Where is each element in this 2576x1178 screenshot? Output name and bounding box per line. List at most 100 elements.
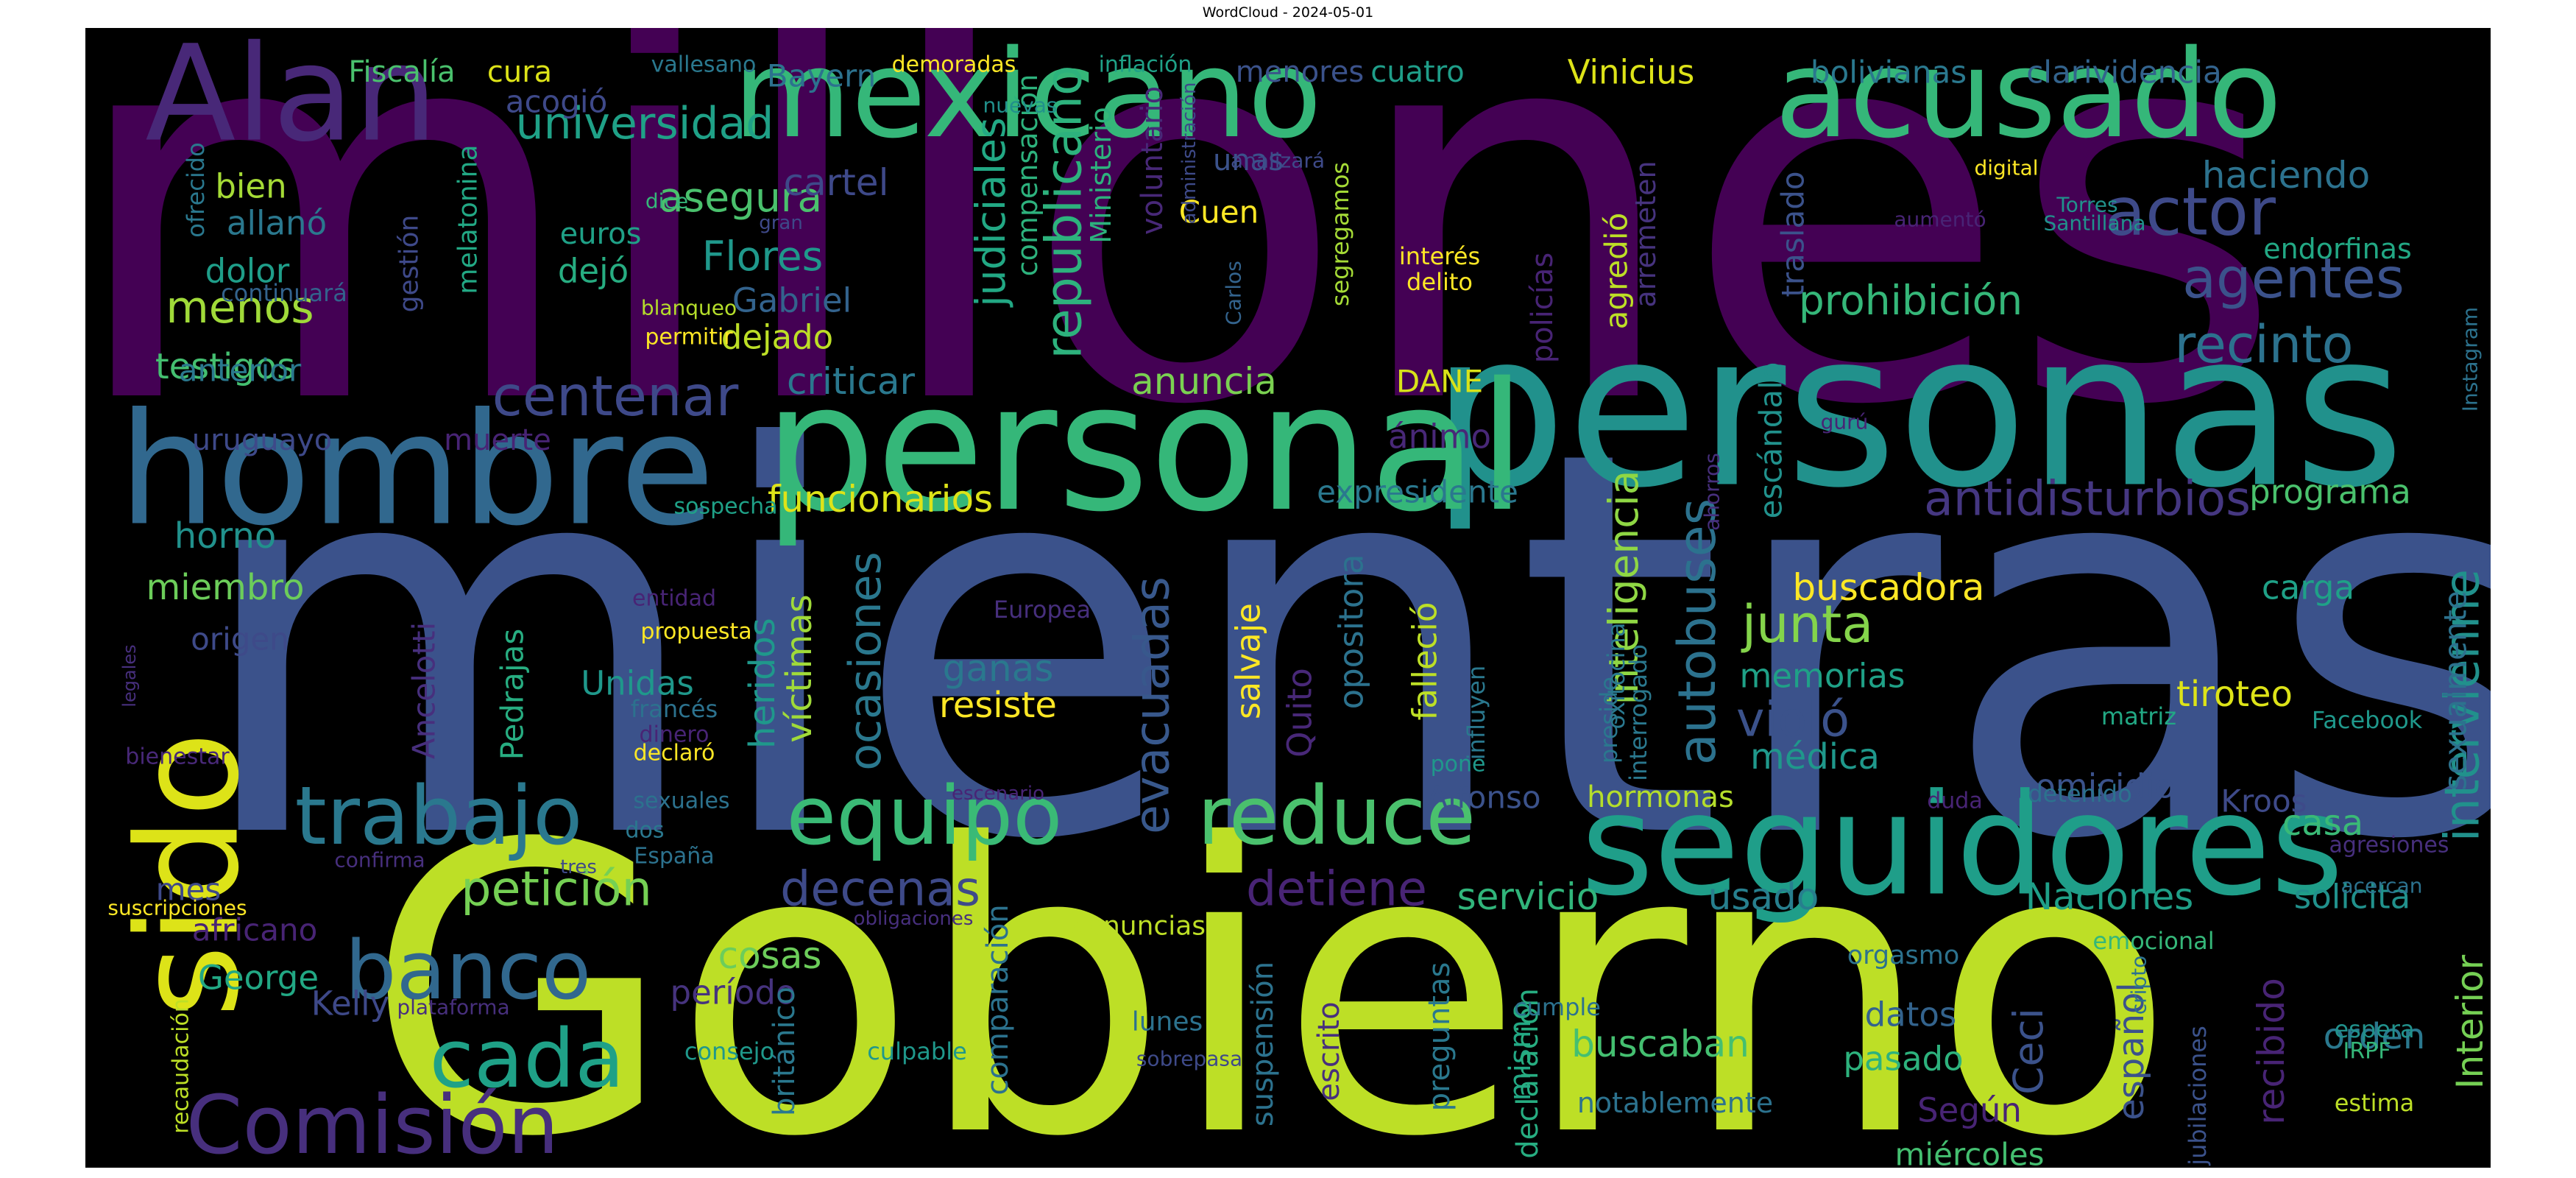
word-81: acogió	[506, 84, 608, 120]
word-137: mismo	[1504, 1002, 1538, 1101]
word-12: equipo	[787, 769, 1063, 863]
word-68: recibido	[2250, 978, 2293, 1125]
word-159: declaró	[634, 741, 715, 766]
word-42: expresidente	[1317, 474, 1518, 510]
word-197: plataforma	[397, 995, 509, 1020]
word-93: origen	[191, 621, 289, 657]
word-125: Ministerio	[1085, 107, 1117, 244]
word-141: IRPF	[2343, 1039, 2391, 1065]
word-25: decenas	[780, 862, 980, 917]
word-175: Carlos	[1222, 261, 1246, 325]
word-158: dinero	[640, 722, 710, 748]
word-138: declaración	[1511, 988, 1545, 1159]
word-193: tres	[560, 856, 597, 878]
word-33: evacuadas	[1125, 576, 1181, 834]
word-55: homicidio	[2014, 767, 2175, 806]
word-154: permitir	[645, 325, 733, 350]
word-86: cuatro	[1370, 55, 1465, 89]
word-83: cura	[487, 55, 552, 89]
word-75: dolor	[205, 252, 290, 291]
word-198: sobrepasa	[1136, 1047, 1242, 1071]
word-6: mexicano	[733, 28, 1322, 165]
word-185: demoradas	[892, 52, 1016, 78]
word-112: policías	[1526, 253, 1560, 364]
word-40: criticar	[787, 360, 916, 403]
word-57: memorias	[1740, 657, 1906, 696]
word-143: estima	[2335, 1089, 2415, 1117]
word-151: continuará	[221, 279, 347, 307]
word-18: agentes	[2182, 246, 2405, 311]
word-161: dice	[645, 189, 688, 214]
word-116: endorfinas	[2263, 233, 2412, 265]
word-17: actor	[2105, 174, 2276, 251]
word-199: legales	[119, 644, 140, 707]
word-16: cada	[429, 1012, 624, 1106]
word-67: pasado	[1843, 1040, 1963, 1079]
word-100: falleció	[1406, 602, 1445, 721]
word-174: segregamos	[1326, 162, 1354, 306]
word-182: gurú	[1821, 410, 1869, 434]
word-121: Instagram	[2458, 307, 2483, 412]
word-76: bien	[215, 167, 286, 206]
word-54: resiste	[939, 685, 1057, 726]
word-45: usado	[1708, 875, 1819, 918]
word-103: Kroos	[2221, 783, 2307, 819]
word-189: sexuales	[633, 789, 729, 814]
word-117: escándalo	[1753, 362, 1789, 519]
word-173: cripto	[2127, 956, 2151, 1015]
word-97: salvaje	[1229, 603, 1268, 719]
word-144: emocional	[2092, 927, 2214, 955]
word-27: republicano	[1036, 65, 1094, 359]
word-87: Vinicius	[1568, 53, 1695, 92]
word-26: detiene	[1246, 862, 1427, 917]
word-107: africano	[192, 912, 318, 948]
word-43: servicio	[1457, 875, 1599, 918]
word-162: Europea	[994, 596, 1091, 624]
word-139: notablemente	[1577, 1087, 1773, 1119]
word-60: programa	[2249, 473, 2411, 512]
word-19: recinto	[2175, 314, 2354, 375]
word-10: Alan	[145, 28, 438, 172]
word-106: mes	[156, 872, 222, 908]
word-132: británico	[768, 987, 802, 1116]
word-108: Pedrajas	[495, 629, 531, 761]
word-172: acercan	[2341, 874, 2423, 898]
word-79: dejó	[558, 252, 629, 291]
word-98: Quito	[1281, 668, 1320, 758]
word-176: administración	[1178, 82, 1200, 225]
word-23: junta	[1741, 594, 1874, 655]
word-180: Torres	[2056, 193, 2117, 217]
word-56: tiroteo	[2176, 674, 2293, 715]
word-126: compensación	[1011, 74, 1044, 277]
word-101: Alfonso	[1426, 780, 1540, 816]
word-29: funcionarios	[768, 478, 993, 521]
word-72: período	[670, 973, 796, 1012]
word-102: hormonas	[1587, 780, 1734, 814]
word-7: acusado	[1774, 28, 2282, 165]
word-177: analizará	[1231, 149, 1325, 173]
word-105: miércoles	[1895, 1137, 2045, 1168]
word-170: duda	[1927, 789, 1982, 814]
word-145: orgasmo	[1847, 941, 1960, 970]
word-58: haciendo	[2202, 154, 2371, 197]
word-196: obligaciones	[854, 908, 974, 930]
word-37: asegura	[659, 174, 822, 221]
word-164: oxitocina	[1602, 623, 1630, 730]
word-78: euros	[560, 217, 642, 251]
word-85: menores	[1236, 55, 1364, 89]
word-168: ahorros	[1700, 453, 1724, 531]
word-41: buscadora	[1792, 566, 1984, 609]
word-124: delito	[1406, 268, 1473, 296]
word-3: personas	[1432, 287, 2405, 535]
word-36: Flores	[702, 233, 823, 280]
word-131: comparación	[981, 904, 1015, 1095]
word-2: Gobierno	[365, 761, 2175, 1168]
word-155: propuesta	[640, 619, 751, 645]
word-39: anuncia	[1131, 360, 1277, 403]
word-111: DANE	[1396, 364, 1483, 400]
word-194: escenario	[952, 783, 1044, 805]
word-186: inflación	[1099, 52, 1192, 78]
word-71: George	[198, 959, 319, 998]
word-153: blanqueo	[641, 296, 737, 320]
